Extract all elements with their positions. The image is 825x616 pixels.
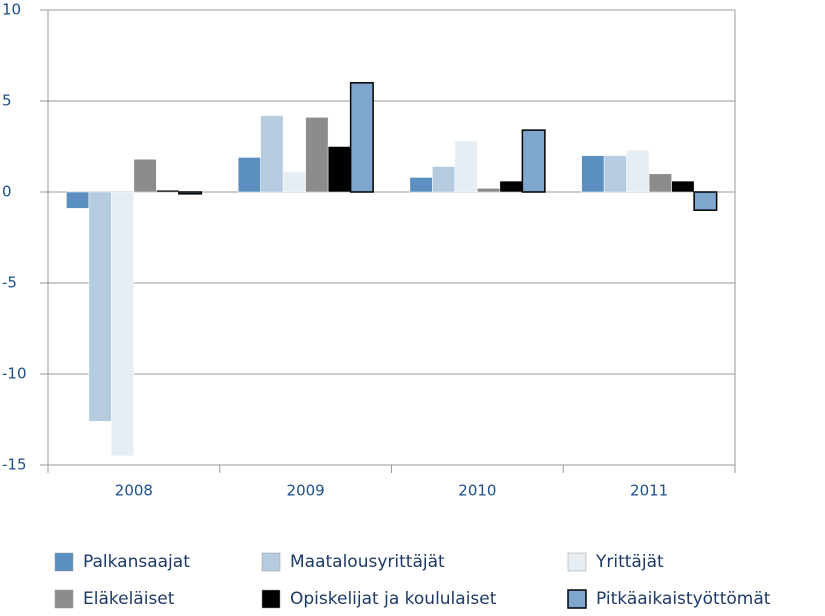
bar	[432, 166, 456, 193]
y-tick-label: -15	[2, 456, 27, 474]
legend-swatch	[567, 589, 587, 609]
bar	[693, 191, 718, 211]
legend-swatch	[261, 552, 281, 572]
legend-label: Pitkäaikaistyöttömät	[596, 589, 771, 609]
bar	[521, 129, 546, 193]
bar	[237, 157, 261, 193]
legend-label: Opiskelijat ja koululaiset	[290, 589, 497, 609]
bar	[454, 140, 478, 193]
bar	[327, 146, 351, 193]
x-tick-label: 2010	[458, 482, 496, 500]
bar	[260, 115, 284, 193]
legend-swatch	[567, 552, 587, 572]
bar	[477, 188, 501, 193]
x-tick-label: 2011	[630, 482, 668, 500]
y-tick-label: 0	[2, 183, 12, 201]
bar	[88, 191, 112, 422]
bar	[603, 155, 627, 193]
y-tick-label: -10	[2, 365, 27, 383]
y-tick-label: 10	[2, 1, 21, 19]
bar	[111, 191, 135, 457]
bar	[626, 149, 650, 193]
legend-label: Palkansaajat	[83, 552, 190, 572]
x-tick-label: 2009	[287, 482, 325, 500]
bar	[581, 155, 605, 193]
bar	[66, 191, 90, 209]
bar	[349, 82, 374, 193]
y-tick-label: 5	[2, 92, 12, 110]
legend-swatch	[54, 552, 74, 572]
legend-label: Yrittäjät	[595, 552, 664, 572]
bar	[133, 158, 157, 193]
bar	[409, 177, 433, 193]
legend-label: Maatalousyrittäjät	[290, 552, 445, 572]
bar	[156, 189, 180, 193]
bar	[178, 191, 203, 195]
bar	[671, 180, 695, 193]
bar	[499, 180, 523, 193]
x-tick-label: 2008	[115, 482, 153, 500]
legend-swatch	[261, 589, 281, 609]
y-tick-label: -5	[2, 274, 17, 292]
bar	[282, 171, 306, 193]
bar	[648, 173, 672, 193]
legend-label: Eläkeläiset	[83, 589, 175, 609]
bar	[305, 117, 329, 193]
legend-swatch	[54, 589, 74, 609]
